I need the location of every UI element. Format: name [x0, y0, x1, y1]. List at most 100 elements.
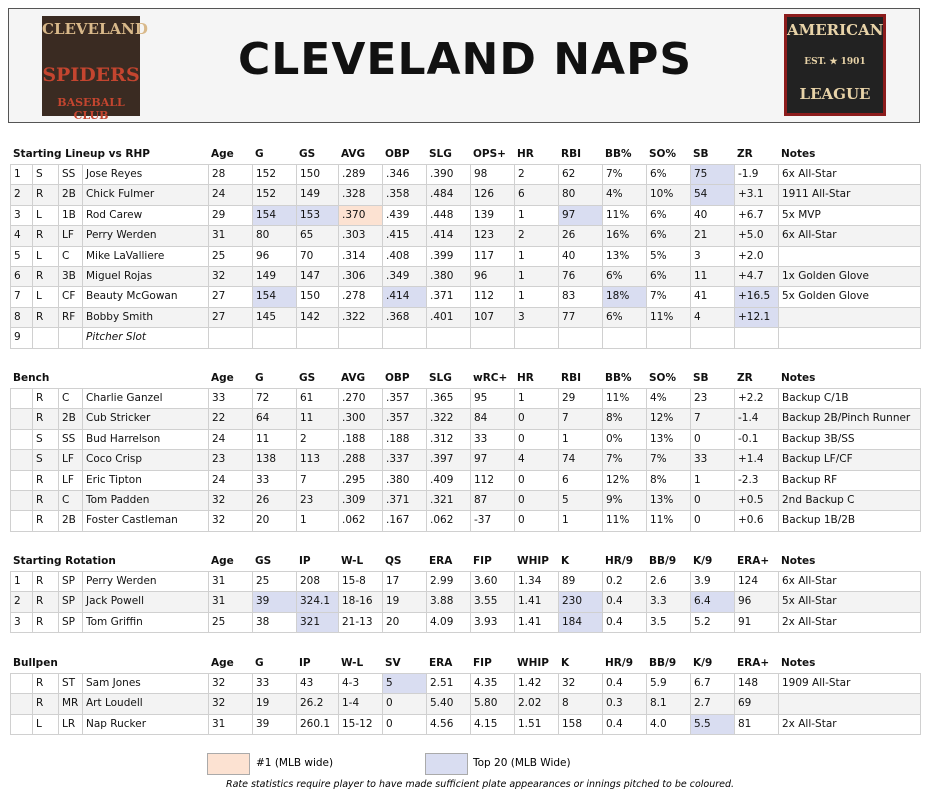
table-cell: 4.15 — [470, 713, 515, 736]
table-cell: 20 — [382, 611, 427, 634]
table-cell — [778, 306, 921, 329]
table-cell: .409 — [426, 469, 471, 491]
table-cell: .357 — [382, 408, 427, 430]
logo-text: LEAGUE — [799, 85, 871, 103]
table-cell: 149 — [252, 266, 297, 288]
table-cell: 0 — [514, 428, 559, 451]
table-cell: 1.41 — [514, 611, 559, 634]
table-cell: .062 — [338, 510, 383, 532]
table-cell: Bud Harrelson — [82, 428, 209, 451]
footnote: Rate statistics require player to have m… — [225, 779, 735, 790]
table-cell: 8.1 — [646, 693, 691, 715]
column-header: GS — [255, 555, 272, 567]
table-cell: 5.2 — [690, 611, 735, 634]
table-cell: 1x Golden Glove — [778, 266, 921, 288]
table-cell: 8% — [602, 408, 647, 430]
legend-top20-swatch — [425, 753, 468, 775]
column-header: HR — [517, 372, 534, 384]
table-cell: 1.42 — [514, 673, 559, 695]
table-cell: -0.1 — [734, 428, 779, 451]
table-cell: 98 — [470, 164, 515, 186]
table-cell: ST — [58, 673, 83, 695]
table-cell: R — [32, 571, 59, 593]
column-header: RBI — [561, 148, 581, 160]
table-cell — [10, 673, 33, 695]
table-cell: .357 — [382, 388, 427, 410]
column-header: Notes — [781, 372, 816, 384]
column-header: Age — [211, 555, 234, 567]
table-cell: 11% — [646, 306, 691, 329]
table-cell: 4-3 — [338, 673, 383, 695]
table-cell: 32 — [208, 693, 253, 715]
table-cell: 1 — [514, 388, 559, 410]
table-cell — [646, 327, 691, 349]
table-cell: 19 — [382, 591, 427, 613]
table-cell: 24 — [208, 469, 253, 491]
table-cell: 4% — [646, 388, 691, 410]
table-cell: 208 — [296, 571, 339, 593]
table-cell: 124 — [734, 571, 779, 593]
table-cell: 0.3 — [602, 693, 647, 715]
table-cell: 6x All-Star — [778, 571, 921, 593]
table-cell: .321 — [426, 490, 471, 512]
column-header: SO% — [649, 372, 677, 384]
table-cell: 112 — [470, 469, 515, 491]
table-cell: 23 — [690, 388, 735, 410]
table-cell: 154 — [252, 204, 297, 227]
table-cell: 87 — [470, 490, 515, 512]
table-cell — [558, 327, 603, 349]
table-cell: LF — [58, 225, 83, 247]
table-cell: 8 — [10, 306, 33, 329]
table-cell: 2x All-Star — [778, 713, 921, 736]
table-cell: SP — [58, 571, 83, 593]
column-header: Starting Rotation — [13, 555, 116, 567]
column-header: OBP — [385, 372, 410, 384]
table-cell: 11% — [602, 204, 647, 227]
table-cell: 3B — [58, 266, 83, 288]
table-cell: .371 — [426, 286, 471, 308]
table-cell — [10, 510, 33, 532]
table-cell: Miguel Rojas — [82, 266, 209, 288]
table-cell: 18% — [602, 286, 647, 308]
table-cell: 27 — [208, 286, 253, 308]
table-cell: Eric Tipton — [82, 469, 209, 491]
table-cell: +2.2 — [734, 388, 779, 410]
table-cell: 4 — [10, 225, 33, 247]
table-cell: 117 — [470, 245, 515, 267]
table-cell: 5x MVP — [778, 204, 921, 227]
table-cell: 25 — [208, 611, 253, 634]
table-cell: Jose Reyes — [82, 164, 209, 186]
table-cell: 39 — [252, 713, 297, 736]
table-cell: 6% — [646, 225, 691, 247]
legend-first-label: #1 (MLB wide) — [256, 757, 334, 769]
table-cell: .322 — [426, 408, 471, 430]
table-cell: 31 — [208, 591, 253, 613]
logo-text: EST. — [804, 57, 827, 67]
table-cell: 6x All-Star — [778, 164, 921, 186]
table-cell: Backup 3B/SS — [778, 428, 921, 451]
table-cell: 1 — [514, 245, 559, 267]
table-cell — [382, 327, 427, 349]
table-cell: 9 — [10, 327, 33, 349]
table-cell: 1.34 — [514, 571, 559, 593]
table-cell: 32 — [558, 673, 603, 695]
column-header: W-L — [341, 657, 364, 669]
table-cell: 149 — [296, 184, 339, 206]
table-cell: 91 — [734, 611, 779, 634]
table-cell: 33 — [252, 469, 297, 491]
table-cell — [338, 327, 383, 349]
table-cell: C — [58, 490, 83, 512]
table-cell: Jack Powell — [82, 591, 209, 613]
column-header: SO% — [649, 148, 677, 160]
table-cell: 3.60 — [470, 571, 515, 593]
table-cell: 23 — [208, 449, 253, 471]
table-cell: 29 — [208, 204, 253, 227]
table-cell: 6.7 — [690, 673, 735, 695]
column-header: ERA+ — [737, 555, 770, 567]
table-cell: Foster Castleman — [82, 510, 209, 532]
table-cell: .371 — [382, 490, 427, 512]
table-cell: 1 — [558, 510, 603, 532]
table-cell: 3.3 — [646, 591, 691, 613]
table-cell: 2.6 — [646, 571, 691, 593]
column-header: SB — [693, 372, 709, 384]
